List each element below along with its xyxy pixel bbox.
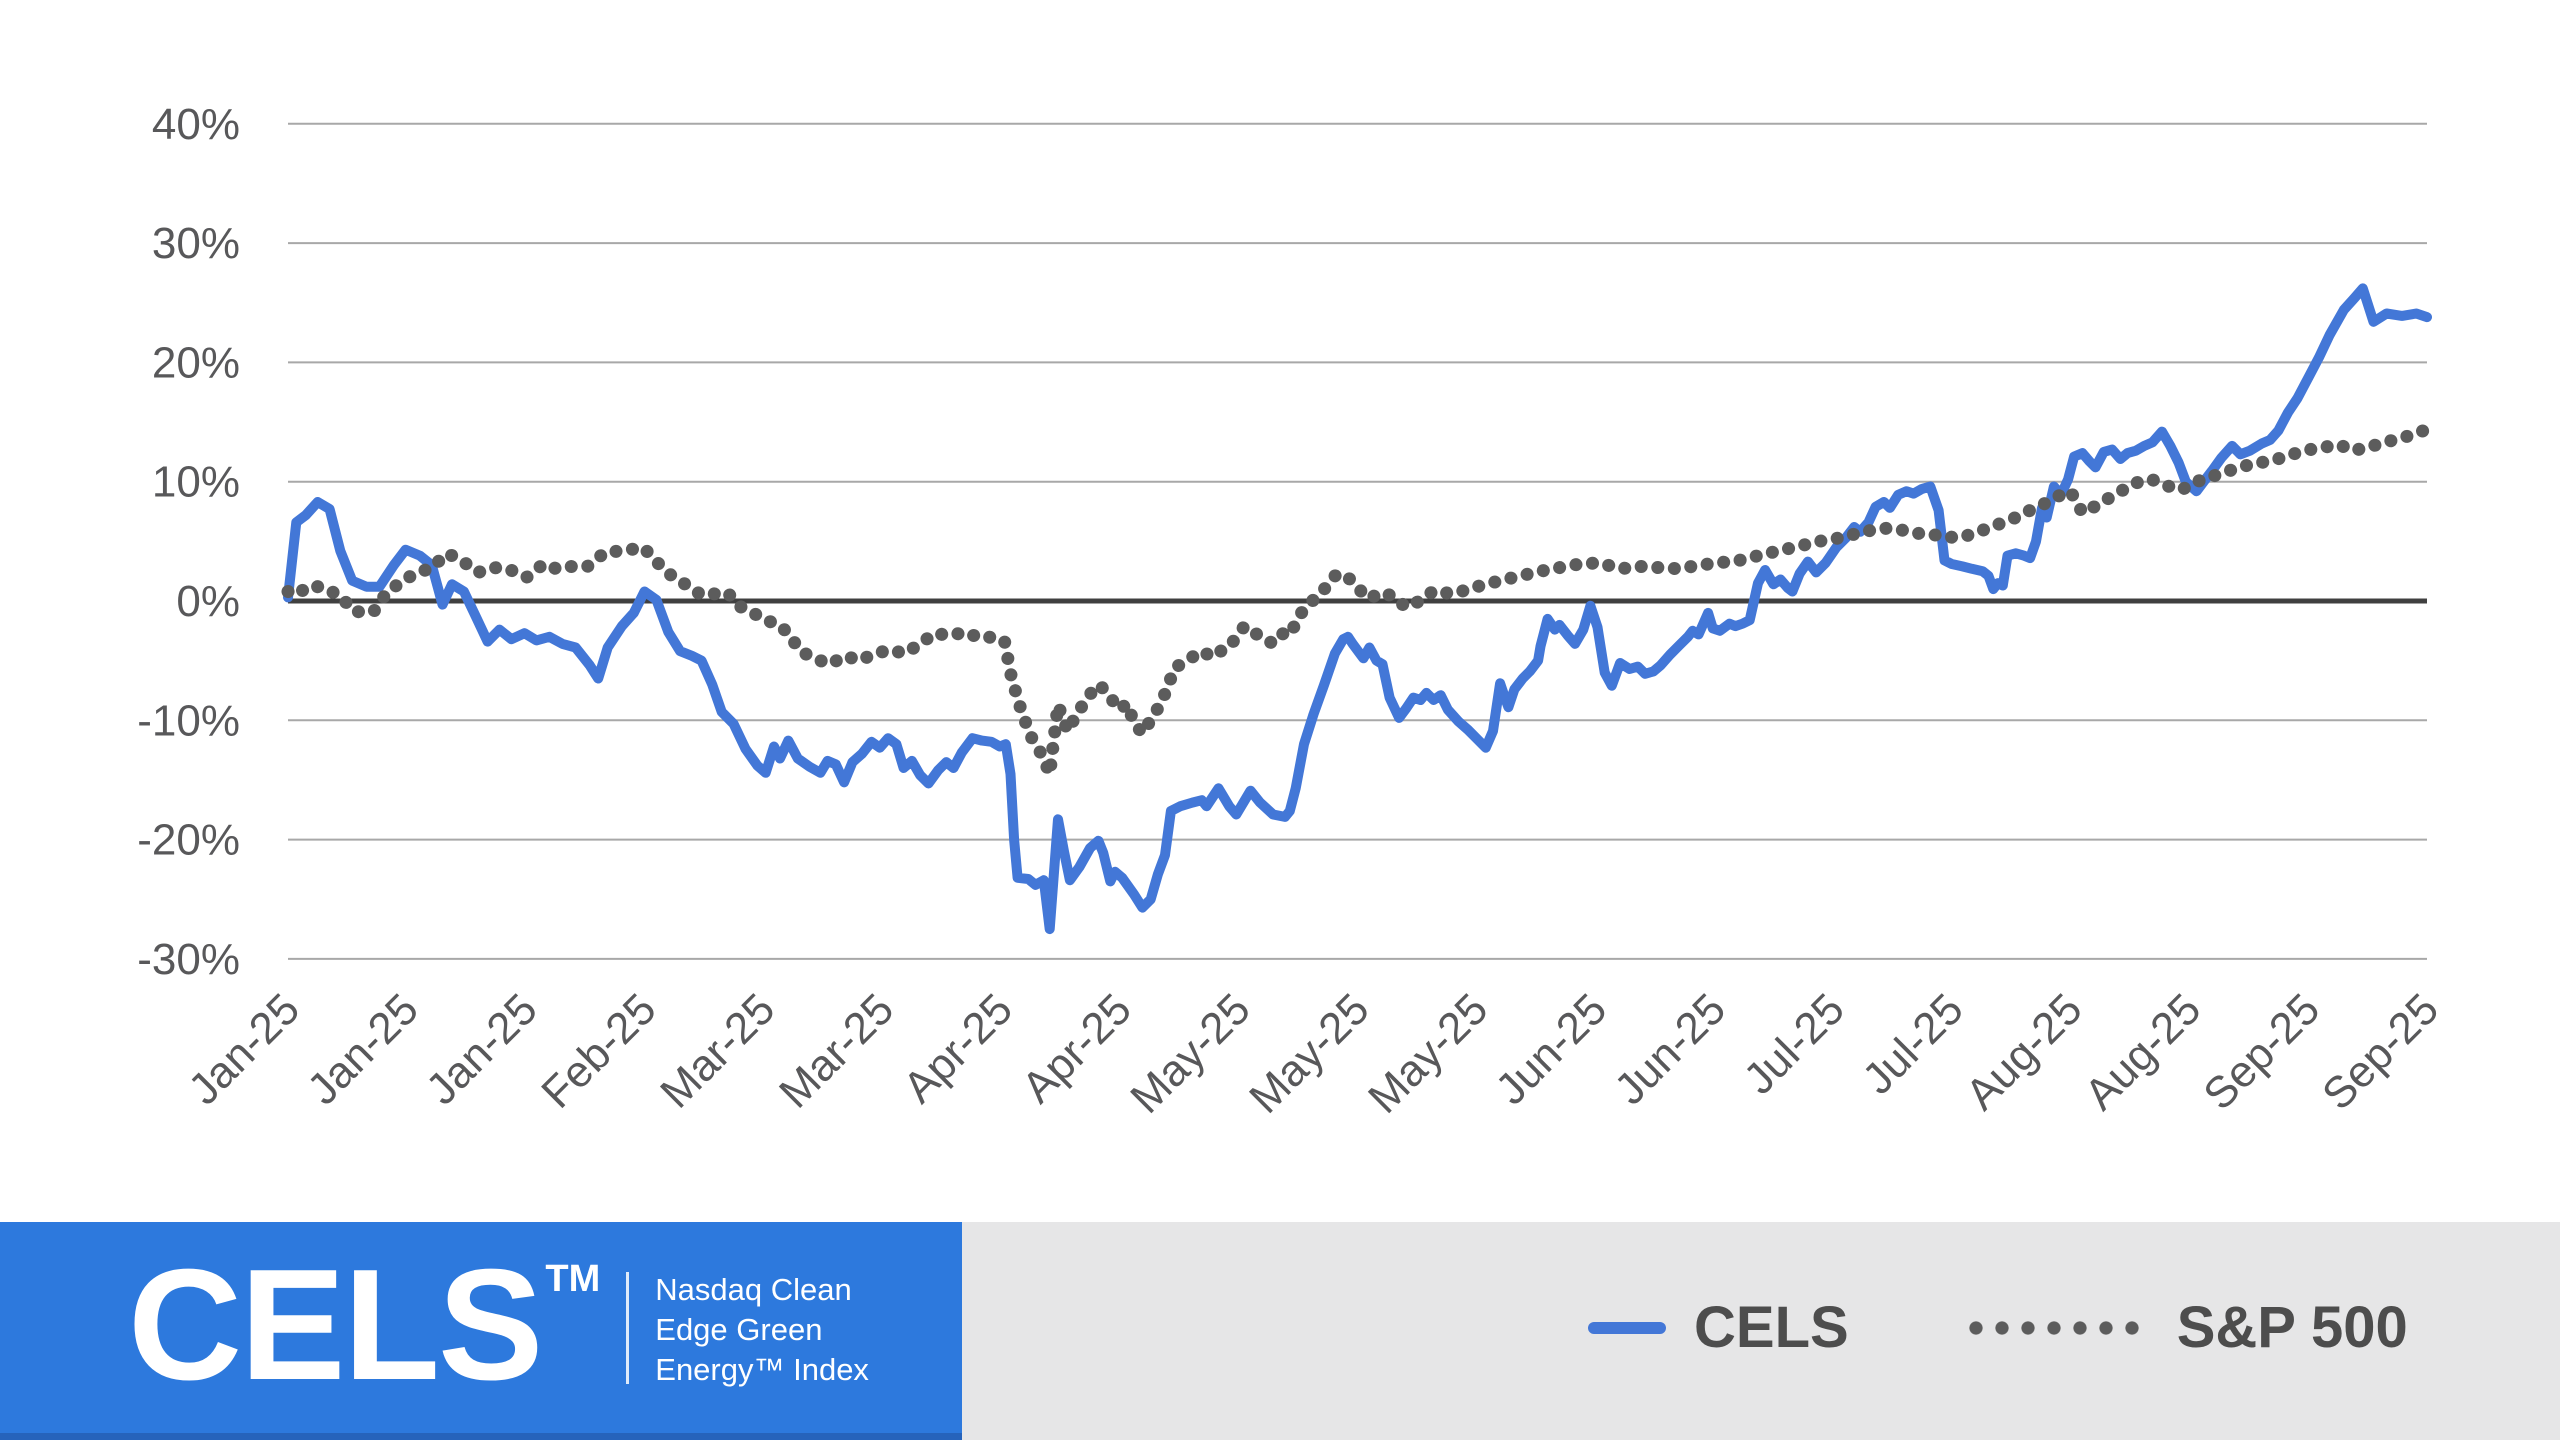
legend-cels-label: CELS [1694, 1295, 1849, 1360]
logo-trademark: TM [545, 1258, 601, 1300]
x-tick-label: Jan-25 [179, 984, 309, 1114]
logo-text: CELS [128, 1237, 543, 1413]
y-tick-label: -10% [137, 696, 240, 745]
x-tick-label: Aug-25 [2075, 984, 2210, 1119]
tagline-line-2: Edge Green [655, 1312, 823, 1347]
y-tick-label: 30% [152, 219, 240, 268]
x-tick-label: Mar-25 [770, 984, 903, 1117]
x-tick-label: Sep-25 [2313, 984, 2448, 1119]
x-tick-label: Jun-25 [1486, 984, 1616, 1114]
legend-cels-line-swatch [1588, 1321, 1666, 1334]
x-tick-label: Jul-25 [1853, 984, 1972, 1103]
legend-sp500-dotted-swatch [1968, 1319, 2149, 1336]
x-tick-label: Jul-25 [1735, 984, 1854, 1103]
legend-sp500-label: S&P 500 [2176, 1295, 2408, 1360]
series-cels-line [283, 283, 2432, 935]
x-tick-label: Sep-25 [2194, 984, 2329, 1119]
y-tick-label: -30% [137, 935, 240, 984]
chart-canvas: 40%30%20%10%0%-10%-20%-30%Jan-25Jan-25Ja… [137, 100, 2448, 1123]
x-tick-label: Apr-25 [1013, 984, 1141, 1112]
y-tick-label: -20% [137, 816, 240, 865]
cels-logo-box: CELS TM Nasdaq Clean Edge Green Energy™ … [0, 1222, 962, 1433]
x-tick-label: May-25 [1240, 984, 1378, 1122]
tagline-line-3: Energy™ Index [655, 1352, 869, 1387]
x-tick-label: Apr-25 [894, 984, 1022, 1112]
y-tick-label: 20% [152, 338, 240, 387]
x-tick-label: Jun-25 [1605, 984, 1735, 1114]
y-tick-label: 0% [176, 577, 240, 626]
tagline-line-1: Nasdaq Clean [655, 1272, 852, 1307]
footer: CELS TM Nasdaq Clean Edge Green Energy™ … [0, 1222, 2560, 1440]
x-tick-label: May-25 [1121, 984, 1259, 1122]
series-sp500-line [281, 422, 2434, 781]
logo-tagline: Nasdaq Clean Edge Green Energy™ Index [655, 1270, 869, 1390]
x-tick-label: Aug-25 [1957, 984, 2092, 1119]
performance-chart: 40% 30% 20% 10% 0% -10% -20% -30% Jan-25 Jan-25 Ja… [137, 100, 2448, 1123]
x-tick-label: Jan-25 [417, 984, 547, 1114]
x-tick-label: Feb-25 [532, 984, 665, 1117]
x-tick-label: Jan-25 [298, 984, 428, 1114]
y-tick-label: 10% [152, 458, 240, 507]
chart-legend: CELS S&P 500 [1588, 1222, 2408, 1433]
cels-logo: CELS TM Nasdaq Clean Edge Green Energy™ … [128, 1237, 869, 1413]
logo-divider [626, 1272, 630, 1384]
x-tick-label: Mar-25 [651, 984, 784, 1117]
logo-accent-strip [0, 1433, 962, 1440]
x-tick-label: May-25 [1359, 984, 1497, 1122]
y-tick-label: 40% [152, 100, 240, 149]
